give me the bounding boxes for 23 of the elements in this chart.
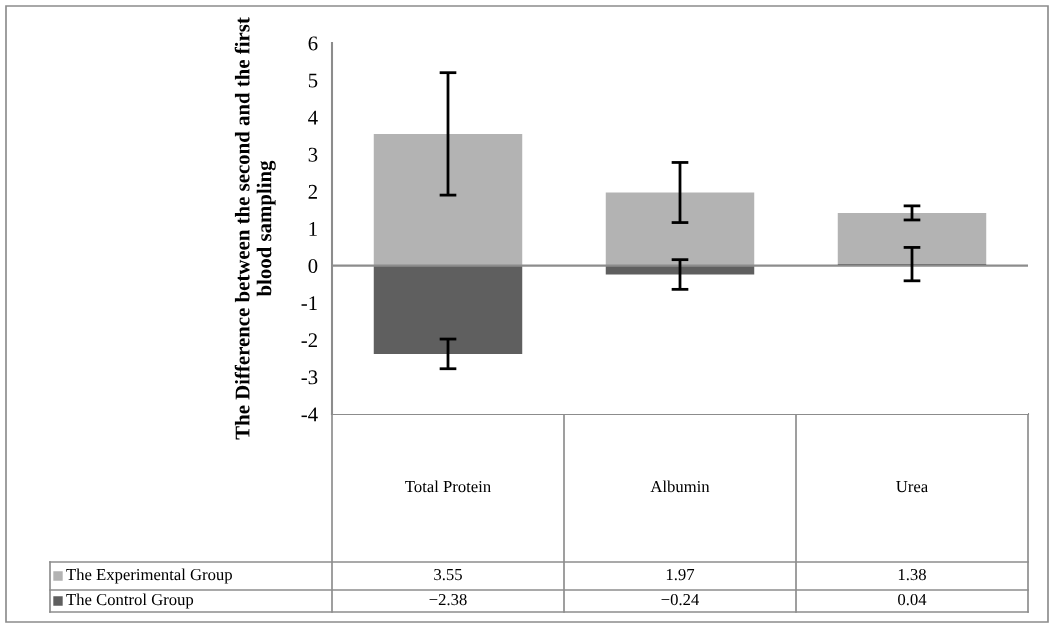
data-label: 1.97 [666,568,695,581]
y-tick-label: -1 [301,296,317,310]
x-tick-label: Albumin [650,480,710,493]
y-tick-label: -3 [301,370,318,385]
y-tick-label: -4 [301,407,318,422]
y-tick-label: 5 [308,73,318,88]
x-tick-label: Urea [896,481,928,493]
x-tick-label: Total Protein [405,480,491,493]
y-tick-label: 4 [308,110,318,125]
legend-label: The Control Group [66,593,194,609]
y-tick-label: -2 [301,333,317,348]
y-tick-label: 2 [308,184,317,199]
data-label: 0.04 [898,593,927,606]
y-tick-label: 6 [308,36,318,51]
data-label: 1.38 [898,568,926,581]
data-label: −2.38 [429,593,467,606]
y-tick-label: 1 [309,221,317,236]
y-tick-label: 3 [308,147,318,162]
data-label: 3.55 [434,568,462,581]
y-axis-title: The Difference between the second and the first blood sampling [234,17,276,440]
legend-label: The Experimental Group [66,568,232,584]
data-label: −0.24 [661,593,700,606]
y-tick-label: 0 [308,258,318,274]
